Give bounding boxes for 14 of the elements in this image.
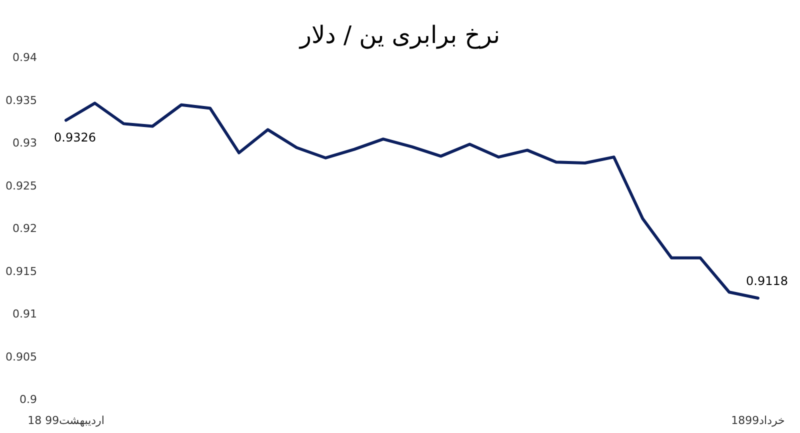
y-tick-label: 0.935 — [6, 94, 37, 107]
y-tick-label: 0.94 — [12, 51, 37, 64]
y-tick-label: 0.92 — [12, 222, 37, 235]
x-tick-label: 18خرداد99 — [731, 414, 785, 427]
data-label: 0.9118 — [746, 274, 788, 288]
data-label: 0.9326 — [54, 130, 96, 144]
y-tick-label: 0.905 — [6, 350, 37, 364]
y-tick-label: 0.93 — [12, 136, 37, 150]
x-tick-label: 18 اردیبهشت99 — [28, 414, 104, 427]
y-tick-label: 0.9 — [20, 393, 37, 406]
y-tick-label: 0.925 — [6, 179, 37, 192]
y-tick-label: 0.91 — [12, 308, 37, 320]
y-tick-label: 0.915 — [6, 264, 37, 278]
chart-title: نرخ برابری ین / دلار — [298, 21, 500, 49]
